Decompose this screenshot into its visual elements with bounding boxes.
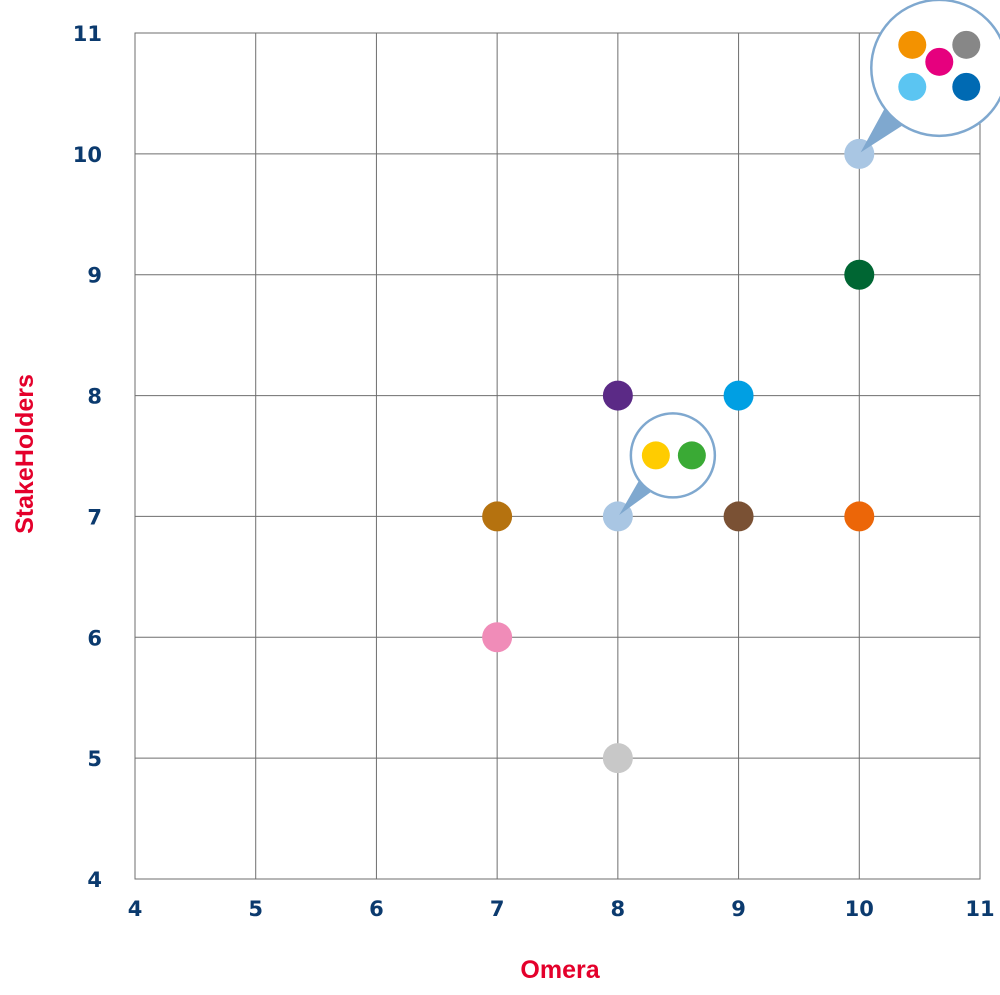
y-tick-label: 9 bbox=[87, 264, 102, 288]
x-tick-label: 7 bbox=[490, 897, 505, 921]
data-points bbox=[482, 138, 875, 774]
cluster-point bbox=[898, 72, 927, 101]
callout-bubble bbox=[629, 412, 717, 499]
y-tick-label: 7 bbox=[87, 505, 102, 529]
data-point bbox=[602, 743, 633, 774]
cluster-point bbox=[952, 30, 981, 59]
x-tick-label: 10 bbox=[845, 897, 874, 921]
y-axis-title: StakeHolders bbox=[11, 374, 39, 534]
y-axis-ticks: 4 5 6 7 8 9 10 11 bbox=[73, 22, 102, 892]
x-axis-ticks: 4 5 6 7 8 9 10 11 bbox=[128, 897, 995, 921]
data-point bbox=[482, 501, 513, 532]
data-point bbox=[482, 622, 513, 653]
cluster-point bbox=[925, 47, 954, 76]
data-point bbox=[723, 380, 754, 411]
plot-frame bbox=[134, 32, 981, 880]
x-tick-label: 5 bbox=[248, 897, 263, 921]
cluster-callouts bbox=[619, 0, 1000, 515]
grid bbox=[134, 32, 981, 880]
x-tick-label: 9 bbox=[731, 897, 746, 921]
x-tick-label: 6 bbox=[369, 897, 384, 921]
y-tick-label: 4 bbox=[87, 868, 102, 892]
x-tick-label: 4 bbox=[128, 897, 143, 921]
cluster-point bbox=[952, 72, 981, 101]
x-tick-label: 11 bbox=[965, 897, 994, 921]
y-tick-label: 5 bbox=[87, 747, 102, 771]
y-tick-label: 6 bbox=[87, 626, 102, 650]
y-tick-label: 11 bbox=[73, 22, 102, 46]
x-axis-title: Omera bbox=[520, 956, 600, 984]
x-tick-label: 8 bbox=[611, 897, 626, 921]
cluster-point bbox=[898, 30, 927, 59]
y-tick-label: 8 bbox=[87, 385, 102, 409]
data-point bbox=[844, 501, 875, 532]
data-point bbox=[723, 501, 754, 532]
y-tick-label: 10 bbox=[73, 143, 102, 167]
cluster-point bbox=[677, 441, 706, 470]
cluster-point bbox=[641, 441, 670, 470]
data-point bbox=[602, 380, 633, 411]
data-point bbox=[844, 259, 875, 290]
